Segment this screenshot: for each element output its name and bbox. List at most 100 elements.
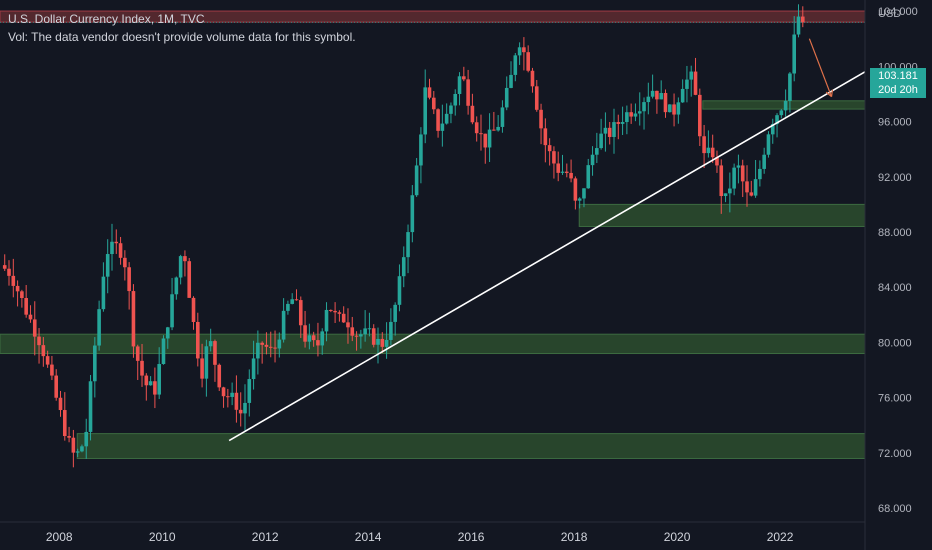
candle xyxy=(800,6,805,28)
candle xyxy=(114,229,119,254)
support-zone[interactable] xyxy=(76,433,866,459)
candle xyxy=(710,134,715,163)
candle xyxy=(359,329,363,349)
candle xyxy=(612,108,616,154)
candle xyxy=(423,69,428,144)
candle xyxy=(736,154,741,184)
candle xyxy=(135,344,140,380)
candle xyxy=(758,160,762,187)
support-zone[interactable] xyxy=(578,203,866,227)
candle xyxy=(277,332,282,358)
candle xyxy=(127,262,131,310)
support-zone[interactable] xyxy=(0,333,866,355)
candle xyxy=(226,388,230,408)
candle xyxy=(32,301,37,356)
candle xyxy=(492,111,496,131)
candle xyxy=(230,382,234,406)
candle xyxy=(462,66,466,82)
candle xyxy=(753,159,758,198)
candle xyxy=(470,93,475,125)
candle xyxy=(170,277,174,331)
candle xyxy=(217,363,222,391)
candle xyxy=(80,444,84,453)
candle xyxy=(264,332,269,355)
price-tick-label: 80.000 xyxy=(878,337,912,349)
candle xyxy=(590,146,595,176)
candle xyxy=(363,310,367,342)
candle xyxy=(414,158,419,197)
candle xyxy=(307,323,312,350)
candle xyxy=(513,52,518,82)
candle xyxy=(62,392,67,441)
candle xyxy=(440,104,445,147)
candle xyxy=(539,103,543,145)
zones-layer xyxy=(0,10,866,459)
candle xyxy=(204,339,209,397)
candle xyxy=(556,151,561,182)
volume-note: Vol: The data vendor doesn't provide vol… xyxy=(8,30,356,44)
bar-countdown: 20d 20h xyxy=(878,84,918,96)
trendline[interactable] xyxy=(228,71,866,442)
candle xyxy=(320,328,325,355)
candle xyxy=(341,306,346,323)
candle xyxy=(7,260,11,286)
candle xyxy=(58,390,63,417)
last-price-badge[interactable]: 103.181 20d 20h xyxy=(870,68,926,98)
candle xyxy=(165,326,170,349)
candle xyxy=(732,163,736,196)
candle xyxy=(393,302,397,336)
candle xyxy=(174,276,179,300)
candle xyxy=(496,115,500,132)
candle xyxy=(93,337,97,398)
candle xyxy=(676,97,681,124)
candle xyxy=(749,180,754,197)
candle xyxy=(54,369,59,401)
candle xyxy=(449,102,453,124)
candle xyxy=(41,337,46,367)
candle xyxy=(105,239,110,294)
price-tick-label: 84.000 xyxy=(878,282,912,294)
candle xyxy=(75,448,80,457)
candle xyxy=(629,103,633,124)
candle xyxy=(200,343,204,388)
candle xyxy=(431,91,436,115)
candle xyxy=(728,172,732,213)
candle xyxy=(303,310,307,348)
candle xyxy=(238,392,243,427)
projection-arrow[interactable] xyxy=(808,38,834,98)
candle xyxy=(161,335,166,365)
candle xyxy=(762,147,766,174)
candle xyxy=(131,284,136,358)
candle xyxy=(208,328,213,352)
candle xyxy=(354,331,359,351)
candle xyxy=(298,296,303,338)
chart-legend: U.S. Dollar Currency Index, 1M, TVC Vol:… xyxy=(8,10,356,46)
candle xyxy=(290,293,294,305)
candle xyxy=(740,159,745,198)
candle xyxy=(101,262,106,312)
candle xyxy=(719,159,724,214)
candle xyxy=(680,79,685,103)
candle xyxy=(616,114,621,140)
candle xyxy=(221,386,226,408)
candle xyxy=(50,355,54,381)
price-tick-label: 72.000 xyxy=(878,448,912,460)
candle xyxy=(311,331,316,347)
candle xyxy=(564,163,569,178)
candle xyxy=(625,105,629,135)
candle xyxy=(397,264,402,312)
candle xyxy=(183,250,187,277)
candle xyxy=(401,246,406,288)
candle xyxy=(543,118,548,163)
candle xyxy=(88,374,93,441)
candle xyxy=(698,88,702,147)
candle xyxy=(273,330,277,363)
candle xyxy=(650,74,655,99)
candle xyxy=(436,108,440,138)
candle xyxy=(766,131,771,158)
candle xyxy=(573,176,578,210)
candle xyxy=(329,309,333,313)
time-tick-label: 2018 xyxy=(561,530,588,544)
